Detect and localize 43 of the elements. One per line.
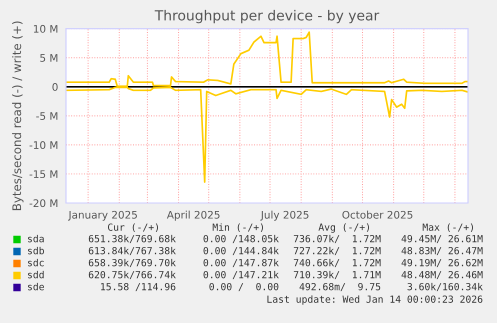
text: 48.83M/ 26.47M: [402, 246, 483, 256]
text: 727.22k/ 1.72M: [294, 246, 381, 256]
text: 0.00 /144.84k: [204, 246, 279, 256]
text: Last update: Wed Jan 14 00:00:23 2026: [267, 295, 482, 305]
text: 620.75k/766.74k: [88, 270, 176, 280]
text: 49.19M/ 26.62M: [402, 258, 483, 268]
text: 658.39k/769.70k: [88, 258, 176, 268]
text: 3.60k/160.34k: [408, 282, 483, 292]
y-tick-label: -5 M: [36, 112, 58, 120]
text: 0.00 /148.05k: [204, 234, 279, 244]
legend-label: sde: [28, 282, 44, 290]
x-tick-label: January 2025: [68, 210, 137, 221]
text: Min (-/+): [212, 223, 263, 232]
y-tick-label: 0: [52, 83, 58, 91]
x-tick-label: July 2025: [260, 210, 308, 221]
legend-label: sdc: [28, 258, 44, 266]
text: 736.07k/ 1.72M: [294, 234, 381, 244]
text: Cur (-/+): [108, 223, 158, 232]
text: Avg (-/+): [318, 223, 369, 233]
legend-label: sda: [28, 234, 44, 242]
y-tick-label: -20 M: [30, 199, 58, 208]
y-tick-label: 5 M: [40, 54, 58, 62]
text: 0.00 / 0.00: [209, 282, 278, 292]
y-tick-label: 10 M: [34, 24, 58, 33]
legend-label: sdb: [28, 246, 44, 254]
chart-title: Throughput per device - by year: [154, 10, 380, 24]
text: 48.48M/ 26.46M: [402, 270, 483, 280]
text: Max (-/+): [422, 223, 473, 232]
text: 0.00 /147.87k: [204, 258, 279, 268]
text: 15.58 /114.96: [101, 282, 176, 292]
text: 740.66k/ 1.72M: [294, 258, 381, 268]
x-tick-label: October 2025: [342, 210, 412, 219]
text: 710.39k/ 1.71M: [294, 270, 381, 280]
legend-label: sdd: [28, 270, 44, 278]
text: 651.38k/769.68k: [88, 234, 176, 244]
text: 492.68m/ 9.75: [300, 282, 380, 292]
x-tick-label: April 2025: [166, 210, 220, 221]
text: 613.84k/767.38k: [88, 246, 176, 256]
y-axis-title: Bytes/second read (-) / write (+): [12, 21, 24, 210]
text: 49.45M/ 26.61M: [402, 234, 483, 244]
y-tick-label: -10 M: [30, 141, 58, 150]
text: 0.00 /147.21k: [204, 270, 279, 280]
y-tick-label: -15 M: [30, 170, 58, 178]
